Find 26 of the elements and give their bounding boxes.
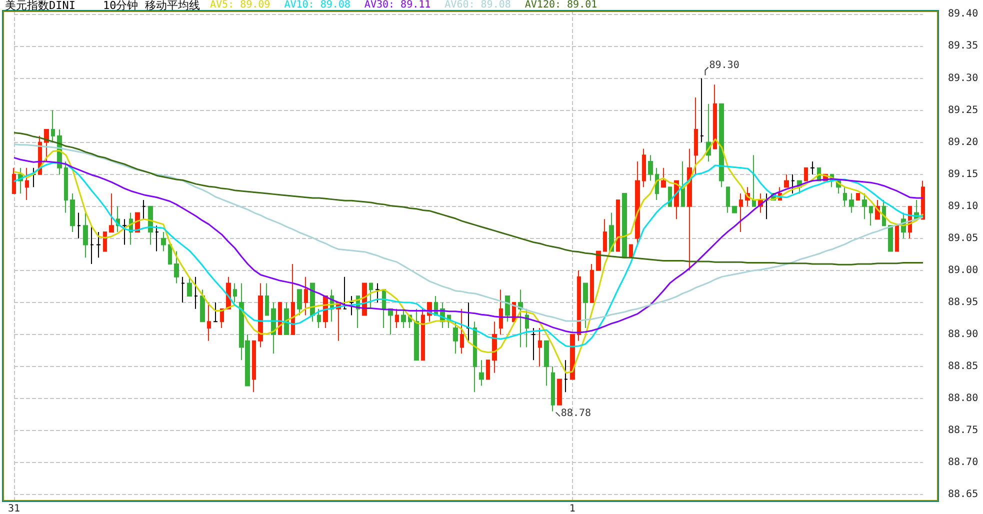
- y-tick-label: 88.95: [948, 296, 978, 308]
- text: AV60: 89.08: [444, 0, 511, 10]
- text: AV30: 89.11: [364, 0, 431, 10]
- annotation: 88.78: [560, 408, 592, 419]
- x-tick-label: 31: [8, 504, 20, 514]
- y-tick-label: 88.85: [948, 360, 978, 372]
- text: AV120: 89.01: [524, 0, 598, 10]
- y-tick-label: 89.15: [948, 168, 978, 180]
- x-tick-label: 1: [569, 504, 576, 514]
- y-tick-label: 88.90: [948, 328, 978, 340]
- y-tick-label: 88.75: [948, 425, 978, 436]
- annotation: 89.30: [709, 60, 740, 71]
- y-tick-label: 89.10: [948, 200, 978, 212]
- chart-subtitle: 10分钟 移动平均线: [103, 0, 200, 12]
- y-tick-label: 89.25: [948, 104, 978, 116]
- y-tick-label: 89.00: [948, 264, 978, 276]
- y-tick-label: 89.30: [948, 72, 978, 84]
- y-tick-label: 89.35: [948, 40, 978, 52]
- y-tick-label: 88.80: [948, 393, 978, 404]
- y-tick-label: 89.20: [948, 136, 978, 148]
- y-tick-label: 88.65: [948, 489, 978, 500]
- text: AV5: 89.09: [210, 0, 270, 10]
- y-tick-label: 88.70: [948, 457, 978, 468]
- text: AV10: 89.08: [284, 0, 350, 10]
- y-tick-label: 89.05: [948, 232, 978, 244]
- y-tick-label: 89.40: [948, 8, 978, 20]
